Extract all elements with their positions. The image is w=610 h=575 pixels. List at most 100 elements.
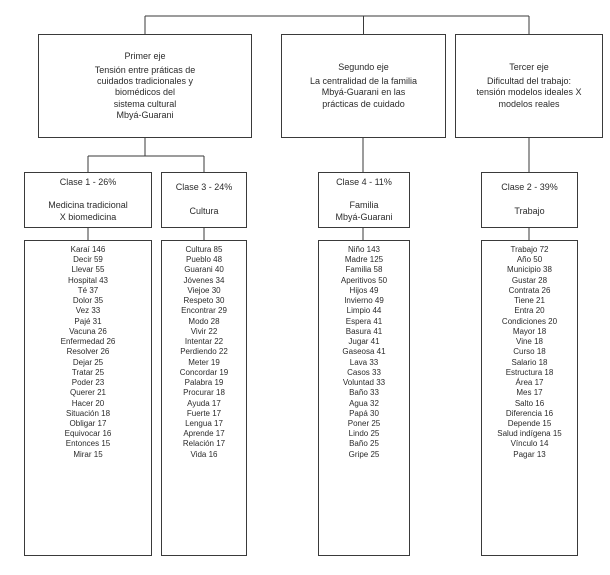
word-item: Vivir 22 <box>164 327 244 337</box>
word-item: Salud indígena 15 <box>484 429 575 439</box>
word-item: Fuerte 17 <box>164 409 244 419</box>
word-item: Gaseosa 41 <box>321 347 407 357</box>
word-item: Guarani 40 <box>164 265 244 275</box>
class2-words: Trabajo 72Año 50Municipio 38Gustar 28Con… <box>481 240 578 556</box>
word-item: Curso 18 <box>484 347 575 357</box>
word-item: Pajé 31 <box>27 317 149 327</box>
word-item: Lava 33 <box>321 358 407 368</box>
word-item: Encontrar 29 <box>164 306 244 316</box>
word-item: Espera 41 <box>321 317 407 327</box>
word-item: Ayuda 17 <box>164 399 244 409</box>
word-item: Salario 18 <box>484 358 575 368</box>
class-header-label: Clase 4 - 11%FamiliaMbyá-Guarani <box>333 173 394 228</box>
word-item: Entra 20 <box>484 306 575 316</box>
word-item: Vine 18 <box>484 337 575 347</box>
axis-desc: Dificultad del trabajo:tensión modelos i… <box>476 76 581 110</box>
word-item: Familia 58 <box>321 265 407 275</box>
word-item: Baño 33 <box>321 388 407 398</box>
class3-header: Clase 3 - 24%Cultura <box>161 172 247 228</box>
word-item: Intentar 22 <box>164 337 244 347</box>
word-item: Enfermedad 26 <box>27 337 149 347</box>
word-item: Vínculo 14 <box>484 439 575 449</box>
word-item: Mes 17 <box>484 388 575 398</box>
word-item: Jóvenes 34 <box>164 276 244 286</box>
word-list: Niño 143Madre 125Familia 58Aperitivos 50… <box>321 245 407 460</box>
class-header-label: Clase 3 - 24%Cultura <box>174 178 235 221</box>
word-item: Mayor 18 <box>484 327 575 337</box>
word-item: Aprende 17 <box>164 429 244 439</box>
word-item: Llevar 55 <box>27 265 149 275</box>
word-item: Trabajo 72 <box>484 245 575 255</box>
word-item: Pagar 13 <box>484 450 575 460</box>
word-item: Basura 41 <box>321 327 407 337</box>
word-item: Diferencia 16 <box>484 409 575 419</box>
word-item: Vez 33 <box>27 306 149 316</box>
word-item: Invierno 49 <box>321 296 407 306</box>
word-item: Municipio 38 <box>484 265 575 275</box>
word-item: Resolver 26 <box>27 347 149 357</box>
word-item: Equivocar 16 <box>27 429 149 439</box>
word-item: Estructura 18 <box>484 368 575 378</box>
word-item: Lengua 17 <box>164 419 244 429</box>
word-item: Gustar 28 <box>484 276 575 286</box>
word-item: Respeto 30 <box>164 296 244 306</box>
class-header-label: Clase 1 - 26%Medicina tradicionalX biome… <box>46 173 130 228</box>
axis-title: Segundo eje <box>338 62 389 72</box>
axis-box-3: Tercer eje Dificultad del trabajo:tensión… <box>455 34 603 138</box>
class1-header: Clase 1 - 26%Medicina tradicionalX biome… <box>24 172 152 228</box>
word-item: Baño 25 <box>321 439 407 449</box>
word-item: Poner 25 <box>321 419 407 429</box>
word-item: Mirar 15 <box>27 450 149 460</box>
axis-title: Primer eje <box>124 51 165 61</box>
class3-words: Cultura 85Pueblo 48Guarani 40Jóvenes 34V… <box>161 240 247 556</box>
word-item: Dejar 25 <box>27 358 149 368</box>
word-item: Meter 19 <box>164 358 244 368</box>
word-item: Querer 21 <box>27 388 149 398</box>
word-item: Contrata 26 <box>484 286 575 296</box>
class4-header: Clase 4 - 11%FamiliaMbyá-Guarani <box>318 172 410 228</box>
word-item: Relación 17 <box>164 439 244 449</box>
word-item: Concordar 19 <box>164 368 244 378</box>
word-item: Hospital 43 <box>27 276 149 286</box>
word-item: Hijos 49 <box>321 286 407 296</box>
word-item: Karaí 146 <box>27 245 149 255</box>
word-item: Poder 23 <box>27 378 149 388</box>
word-item: Vida 16 <box>164 450 244 460</box>
word-item: Obligar 17 <box>27 419 149 429</box>
class4-words: Niño 143Madre 125Familia 58Aperitivos 50… <box>318 240 410 556</box>
word-list: Cultura 85Pueblo 48Guarani 40Jóvenes 34V… <box>164 245 244 460</box>
word-item: Jugar 41 <box>321 337 407 347</box>
word-item: Vacuna 26 <box>27 327 149 337</box>
axis-box-2: Segundo eje La centralidad de la familiaM… <box>281 34 446 138</box>
word-item: Viejoe 30 <box>164 286 244 296</box>
word-item: Perdiendo 22 <box>164 347 244 357</box>
word-item: Salto 16 <box>484 399 575 409</box>
word-item: Tiene 21 <box>484 296 575 306</box>
word-item: Situación 18 <box>27 409 149 419</box>
axis-desc: La centralidad de la familiaMbyá-Guarani… <box>310 76 417 110</box>
class2-header: Clase 2 - 39%Trabajo <box>481 172 578 228</box>
class-header-label: Clase 2 - 39%Trabajo <box>499 178 560 221</box>
word-item: Voluntad 33 <box>321 378 407 388</box>
axis-desc: Tensión entre práticas decuidados tradic… <box>95 65 196 121</box>
word-item: Niño 143 <box>321 245 407 255</box>
word-item: Área 17 <box>484 378 575 388</box>
word-item: Madre 125 <box>321 255 407 265</box>
word-item: Limpio 44 <box>321 306 407 316</box>
word-list: Trabajo 72Año 50Municipio 38Gustar 28Con… <box>484 245 575 460</box>
word-item: Papá 30 <box>321 409 407 419</box>
word-item: Procurar 18 <box>164 388 244 398</box>
word-item: Modo 28 <box>164 317 244 327</box>
class1-words: Karaí 146Decir 59Llevar 55Hospital 43Té … <box>24 240 152 556</box>
word-item: Condiciones 20 <box>484 317 575 327</box>
axis-title: Tercer eje <box>509 62 549 72</box>
word-item: Decir 59 <box>27 255 149 265</box>
word-item: Tratar 25 <box>27 368 149 378</box>
word-item: Casos 33 <box>321 368 407 378</box>
axis-box-1: Primer eje Tensión entre práticas decuida… <box>38 34 252 138</box>
word-item: Pueblo 48 <box>164 255 244 265</box>
word-item: Dolor 35 <box>27 296 149 306</box>
word-item: Depende 15 <box>484 419 575 429</box>
word-item: Palabra 19 <box>164 378 244 388</box>
word-item: Cultura 85 <box>164 245 244 255</box>
